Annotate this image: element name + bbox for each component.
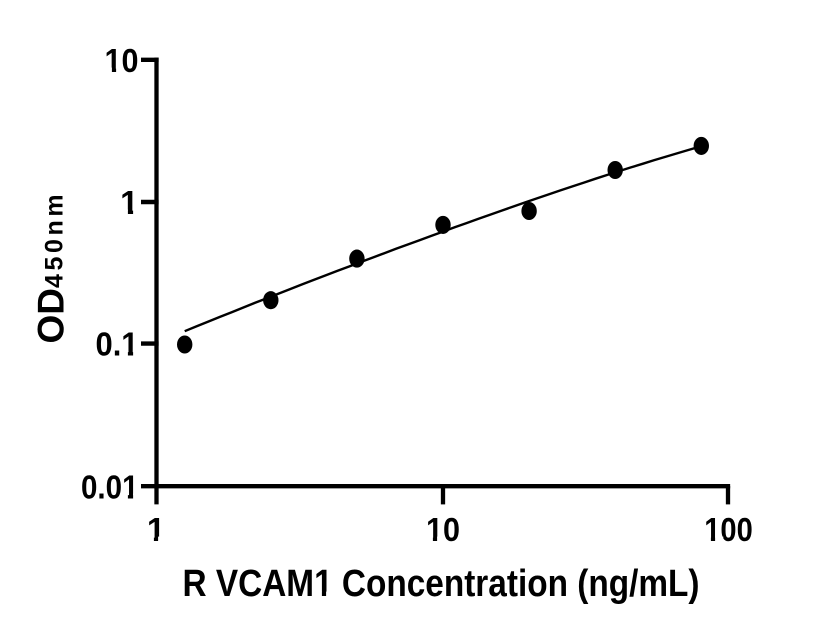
svg-text:0.1: 0.1 [96, 326, 139, 363]
svg-text:R VCAM1 Concentration (ng/mL): R VCAM1 Concentration (ng/mL) [183, 563, 700, 605]
svg-text:0.01: 0.01 [81, 468, 139, 505]
svg-text:100: 100 [704, 511, 753, 548]
